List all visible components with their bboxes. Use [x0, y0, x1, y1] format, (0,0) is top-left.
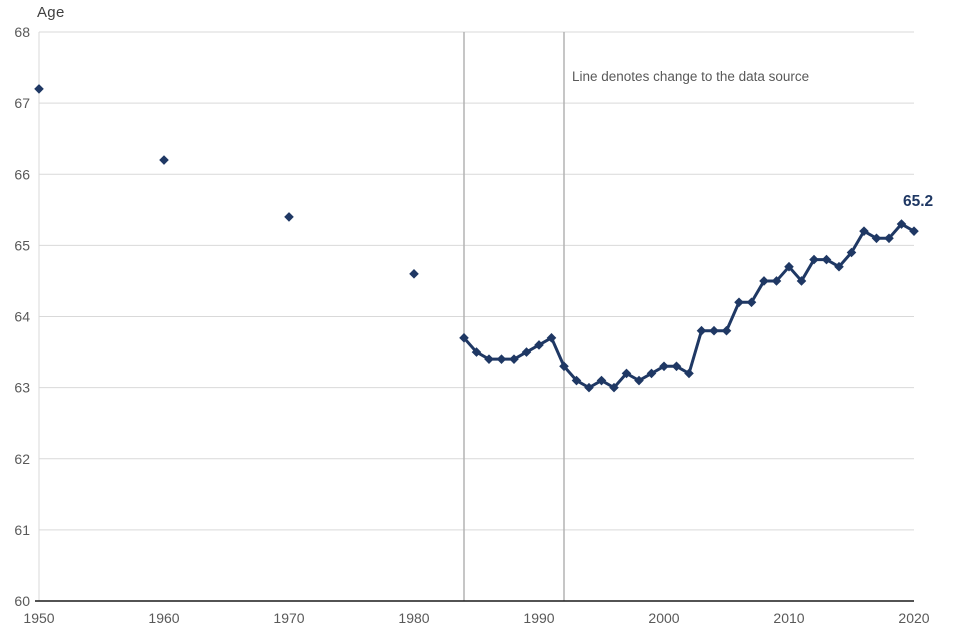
y-tick-label: 62: [14, 451, 30, 467]
data-point-marker: [909, 226, 919, 236]
last-point-value-label: 65.2: [903, 193, 934, 210]
data-point-marker: [759, 276, 769, 286]
y-tick-label: 65: [14, 237, 30, 253]
data-point-marker: [284, 212, 294, 222]
x-tick-label: 1990: [523, 610, 554, 626]
y-tick-label: 66: [14, 166, 30, 182]
y-tick-label: 68: [14, 24, 30, 40]
data-point-marker: [659, 361, 669, 372]
data-point-marker: [696, 325, 707, 336]
data-point-marker: [634, 375, 644, 386]
x-tick-label: 2010: [773, 610, 804, 626]
x-tick-label: 2000: [648, 610, 679, 626]
data-point-marker: [834, 261, 844, 272]
data-point-marker: [496, 354, 507, 364]
data-point-marker: [484, 354, 494, 364]
y-tick-label: 63: [14, 380, 30, 396]
data-point-marker: [734, 297, 744, 308]
data-point-marker: [621, 368, 632, 379]
data-point-marker: [646, 368, 657, 379]
x-tick-label: 1950: [23, 610, 54, 626]
data-point-marker: [871, 233, 882, 244]
series-line-annual-series: [462, 222, 915, 390]
y-tick-label: 61: [14, 522, 30, 538]
data-point-marker: [559, 361, 569, 372]
data-point-marker: [746, 297, 757, 308]
data-point-marker: [159, 155, 169, 165]
data-point-marker: [884, 233, 894, 244]
data-point-marker: [546, 333, 557, 343]
y-axis-title: Age: [37, 4, 65, 21]
x-tick-label: 1960: [148, 610, 179, 626]
data-point-marker: [809, 254, 819, 265]
data-point-marker: [709, 325, 719, 336]
data-point-marker: [796, 276, 807, 286]
data-point-marker: [596, 375, 607, 386]
y-tick-label: 67: [14, 95, 30, 111]
y-tick-label: 60: [14, 593, 30, 609]
y-tick-label: 64: [14, 309, 30, 325]
x-tick-label: 1980: [398, 610, 429, 626]
data-point-marker: [584, 382, 594, 393]
data-point-marker: [896, 219, 907, 229]
data-point-marker: [784, 261, 794, 272]
data-point-marker: [459, 333, 469, 343]
data-point-marker: [721, 325, 732, 336]
data-point-marker: [846, 247, 857, 258]
data-point-marker: [609, 382, 619, 393]
data-point-marker: [821, 254, 832, 265]
data-source-annotation: Line denotes change to the data source: [572, 69, 810, 84]
data-point-marker: [509, 354, 519, 364]
data-point-marker: [671, 361, 682, 372]
data-point-marker: [34, 84, 44, 94]
data-point-marker: [859, 226, 869, 236]
data-point-marker: [571, 375, 582, 386]
data-point-marker: [534, 340, 544, 350]
data-point-marker: [521, 347, 532, 357]
x-tick-label: 2020: [898, 610, 929, 626]
x-tick-label: 1970: [273, 610, 304, 626]
data-point-marker: [409, 269, 419, 279]
data-point-marker: [471, 347, 482, 357]
data-point-marker: [771, 276, 782, 286]
data-point-marker: [684, 368, 694, 379]
